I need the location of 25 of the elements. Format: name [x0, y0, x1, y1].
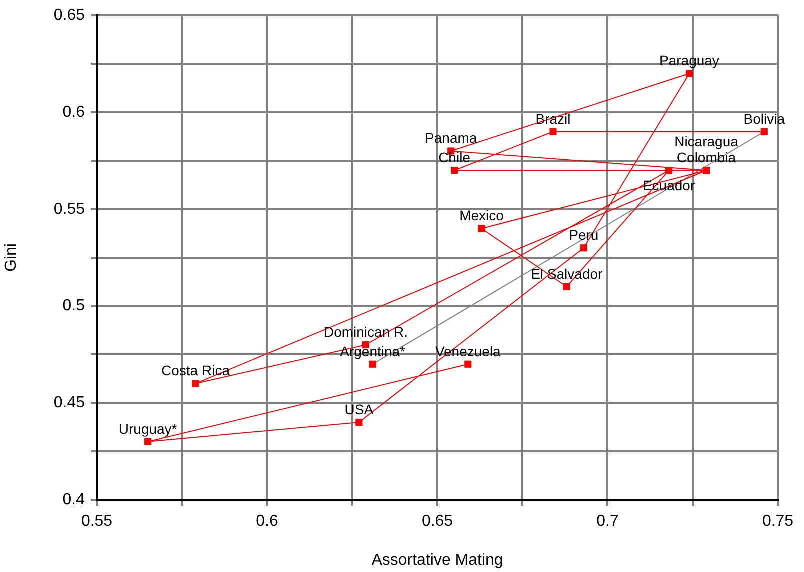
- y-tick-label: 0.4: [62, 491, 86, 508]
- y-tick-label: 0.55: [54, 200, 86, 218]
- x-tick-label: 0.7: [596, 513, 619, 530]
- annotation: Uruguay*: [118, 420, 178, 437]
- annotation: Dominican R.: [324, 324, 408, 340]
- annotation: Bolivia: [744, 110, 786, 127]
- annotation: Argentina*: [340, 343, 406, 360]
- x-tick-label: 0.75: [762, 513, 794, 530]
- annotation: USA: [344, 401, 374, 418]
- annotation: Nicaragua: [674, 134, 739, 150]
- x-tick-label: 0.55: [81, 513, 113, 530]
- annotation: Chile: [438, 150, 471, 166]
- y-tick-label: 0.45: [54, 394, 86, 412]
- annotation: Costa Rica: [162, 362, 230, 379]
- annotation: Mexico: [460, 208, 504, 224]
- y-tick-label: 0.65: [54, 7, 86, 24]
- x-tick-label: 0.65: [422, 513, 454, 530]
- x-tick-label: 0.6: [256, 513, 278, 530]
- y-axis-title: Gini: [3, 244, 20, 272]
- y-tick-label: 0.6: [62, 104, 86, 121]
- annotation: Colombia: [676, 150, 736, 166]
- x-axis-title: Assortative Mating: [372, 552, 504, 569]
- annotation: Panama: [425, 130, 478, 146]
- y-tick-label: 0.5: [62, 298, 86, 315]
- annotation: Paraguay: [660, 52, 720, 69]
